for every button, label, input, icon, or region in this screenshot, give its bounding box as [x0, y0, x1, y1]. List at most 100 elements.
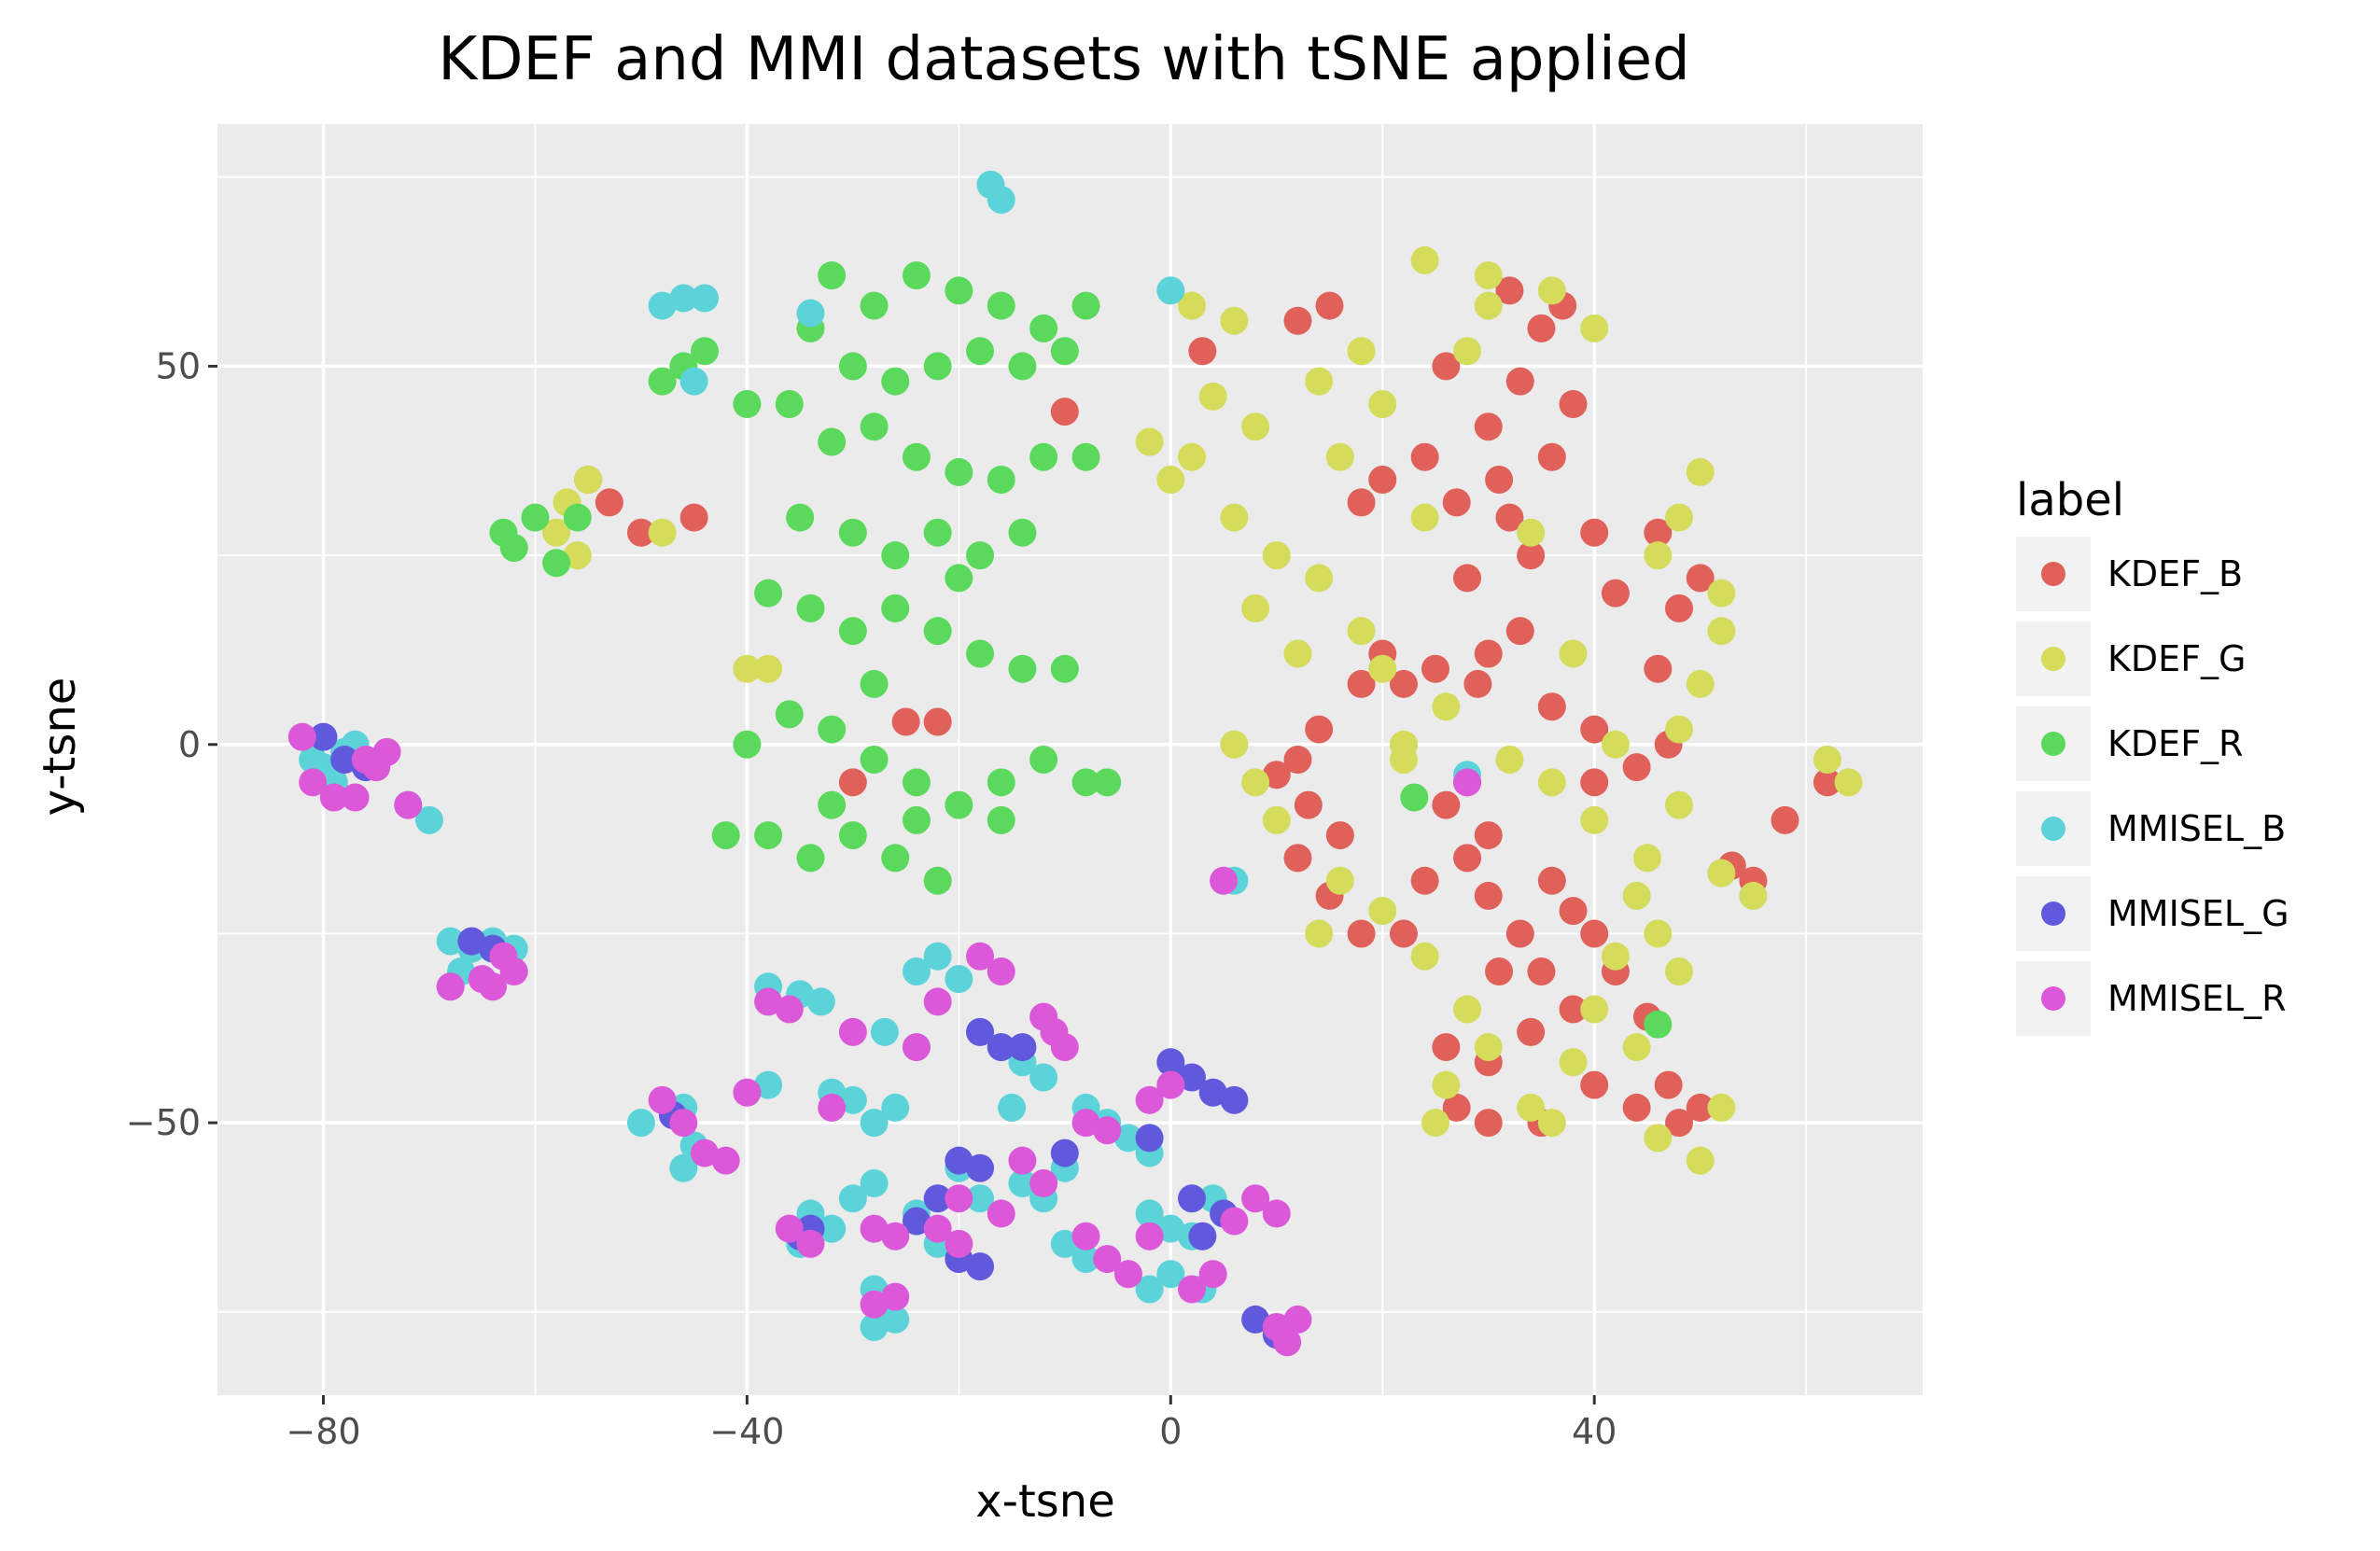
data-point	[1071, 1245, 1100, 1274]
data-point	[1347, 617, 1376, 646]
data-point	[796, 844, 825, 873]
data-point	[1665, 503, 1693, 532]
data-point	[394, 790, 423, 819]
data-point	[1453, 337, 1482, 366]
data-point	[998, 1093, 1027, 1122]
data-point	[489, 518, 518, 547]
data-point	[754, 1070, 783, 1099]
data-point	[966, 1017, 995, 1046]
data-point	[945, 564, 973, 593]
data-point	[1305, 715, 1334, 744]
data-point	[1188, 337, 1217, 366]
data-point	[881, 1222, 910, 1251]
data-point	[479, 972, 508, 1001]
data-point	[1686, 1093, 1715, 1122]
data-point	[1135, 1199, 1164, 1228]
data-point	[1537, 276, 1566, 305]
data-point	[1071, 1222, 1100, 1251]
data-point	[1453, 995, 1482, 1024]
data-point	[860, 291, 889, 320]
data-point	[1305, 919, 1334, 948]
data-point	[860, 1109, 889, 1138]
data-point	[733, 1078, 762, 1107]
data-point	[1178, 442, 1206, 471]
data-point	[648, 1085, 677, 1114]
data-point	[1368, 389, 1397, 418]
data-point	[1665, 715, 1693, 744]
data-point	[1262, 1199, 1291, 1228]
y-tick-label: −50	[126, 1102, 201, 1143]
gridlines	[217, 124, 1923, 1395]
data-point	[1347, 488, 1376, 517]
data-point	[1283, 1305, 1312, 1334]
data-point	[1071, 291, 1100, 320]
data-point	[838, 1085, 867, 1114]
y-tick-label: 0	[178, 724, 201, 765]
data-point	[818, 715, 847, 744]
legend-label: MMISEL_G	[2107, 893, 2289, 934]
data-point	[1135, 1085, 1164, 1114]
data-point	[1644, 1124, 1673, 1153]
legend-key-dot	[2041, 562, 2065, 586]
data-point	[1421, 654, 1449, 683]
data-point	[881, 594, 910, 622]
data-point	[1325, 821, 1354, 850]
data-point	[860, 746, 889, 774]
data-point	[1485, 957, 1514, 985]
data-point	[1665, 957, 1693, 985]
data-point	[1347, 669, 1376, 698]
data-point	[818, 427, 847, 456]
data-point	[1432, 692, 1461, 721]
data-point	[1008, 1169, 1037, 1197]
data-point	[1559, 389, 1588, 418]
legend-key-dot	[2041, 647, 2065, 671]
data-point	[870, 1017, 899, 1046]
data-point	[1008, 1146, 1037, 1175]
data-point	[923, 707, 952, 736]
data-point	[1707, 859, 1736, 887]
data-point	[733, 730, 762, 759]
data-point	[1283, 639, 1312, 668]
y-axis-title: y-tsne	[34, 678, 86, 817]
data-point	[1527, 314, 1556, 342]
data-point	[1220, 503, 1249, 532]
data-point	[1050, 1229, 1079, 1258]
legend-label: MMISEL_B	[2107, 808, 2286, 849]
data-point	[1029, 442, 1058, 471]
data-point	[987, 466, 1015, 495]
data-point	[1389, 730, 1418, 759]
data-point	[1813, 768, 1841, 797]
data-point	[775, 389, 804, 418]
data-point	[1580, 1070, 1609, 1099]
data-point	[923, 352, 952, 381]
data-point	[1537, 692, 1566, 721]
data-point	[1665, 594, 1693, 622]
data-point	[945, 276, 973, 305]
data-point	[1601, 579, 1630, 608]
data-point	[796, 299, 825, 328]
data-point	[499, 957, 528, 985]
data-point	[775, 700, 804, 729]
data-point	[1008, 654, 1037, 683]
x-tick-label: −80	[286, 1411, 360, 1452]
data-point	[1410, 245, 1439, 274]
data-point	[987, 186, 1015, 215]
data-point	[945, 965, 973, 994]
data-point	[1029, 1063, 1058, 1092]
data-point	[860, 669, 889, 698]
data-point	[1113, 1124, 1142, 1153]
x-tick-label: −40	[709, 1411, 784, 1452]
chart-title: KDEF and MMI datasets with tSNE applied	[438, 25, 1689, 94]
data-point	[1113, 1260, 1142, 1289]
data-point	[1495, 746, 1524, 774]
data-point	[1368, 897, 1397, 926]
data-point	[1453, 564, 1482, 593]
data-point	[1601, 942, 1630, 971]
data-point	[1432, 1070, 1461, 1099]
data-point	[679, 367, 708, 396]
data-point	[1262, 761, 1291, 789]
legend-key-dot	[2041, 732, 2065, 756]
data-point	[1474, 1109, 1503, 1138]
data-point	[945, 1146, 973, 1175]
data-point	[860, 1290, 889, 1319]
